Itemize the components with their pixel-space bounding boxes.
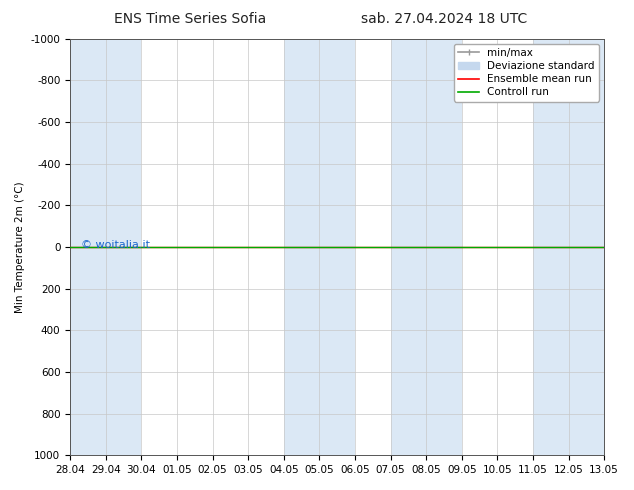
Text: sab. 27.04.2024 18 UTC: sab. 27.04.2024 18 UTC xyxy=(361,12,527,26)
Legend: min/max, Deviazione standard, Ensemble mean run, Controll run: min/max, Deviazione standard, Ensemble m… xyxy=(454,44,599,101)
Text: ENS Time Series Sofia: ENS Time Series Sofia xyxy=(114,12,266,26)
Bar xyxy=(533,39,569,455)
Bar xyxy=(106,39,141,455)
Bar xyxy=(320,39,355,455)
Bar xyxy=(426,39,462,455)
Bar xyxy=(284,39,320,455)
Bar xyxy=(391,39,426,455)
Text: © woitalia.it: © woitalia.it xyxy=(81,240,150,250)
Y-axis label: Min Temperature 2m (°C): Min Temperature 2m (°C) xyxy=(15,181,25,313)
Bar xyxy=(569,39,604,455)
Bar xyxy=(70,39,106,455)
